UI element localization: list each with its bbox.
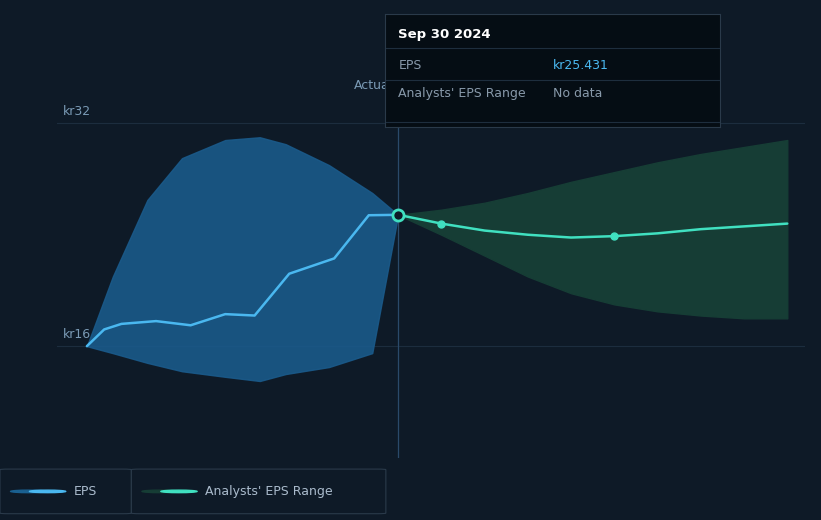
- Text: Analysts' EPS Range: Analysts' EPS Range: [398, 87, 526, 100]
- FancyBboxPatch shape: [0, 469, 131, 514]
- Text: Actual: Actual: [354, 79, 393, 92]
- Circle shape: [161, 490, 197, 492]
- Circle shape: [11, 490, 47, 492]
- Text: kr32: kr32: [62, 105, 91, 118]
- Text: kr25.431: kr25.431: [553, 59, 608, 72]
- Text: Analysts' EPS Range: Analysts' EPS Range: [205, 485, 333, 498]
- Text: No data: No data: [553, 87, 602, 100]
- Text: kr16: kr16: [62, 328, 91, 341]
- Circle shape: [30, 490, 66, 492]
- Text: Analysts Forecasts: Analysts Forecasts: [412, 79, 529, 92]
- FancyBboxPatch shape: [131, 469, 386, 514]
- Text: EPS: EPS: [398, 59, 422, 72]
- Text: Sep 30 2024: Sep 30 2024: [398, 28, 491, 41]
- Circle shape: [142, 490, 178, 492]
- Text: EPS: EPS: [74, 485, 97, 498]
